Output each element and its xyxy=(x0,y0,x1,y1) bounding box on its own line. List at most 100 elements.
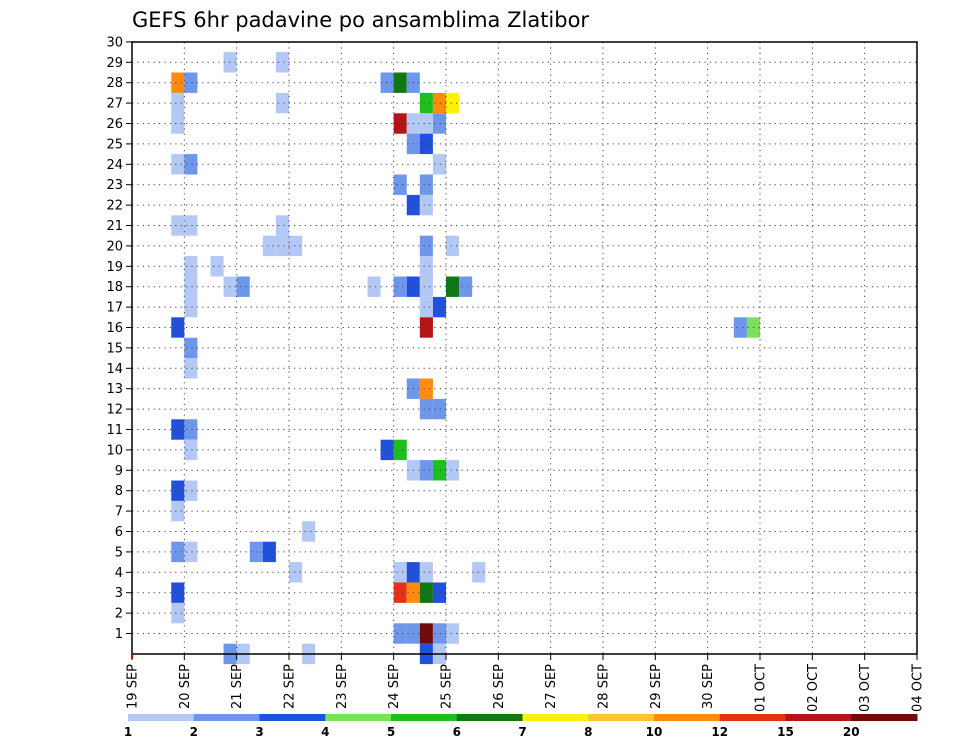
heatmap-cell xyxy=(184,154,198,175)
y-tick-label: 5 xyxy=(115,545,123,560)
heatmap-cell xyxy=(393,623,407,644)
y-axis-ticks: 1234567891011121314151617181920212223242… xyxy=(106,35,132,642)
color-legend: 1 2 3 4 5 6 7 8 10 12 15 20 xyxy=(124,714,918,739)
y-tick-label: 23 xyxy=(106,178,123,193)
heatmap-cell xyxy=(419,133,433,155)
x-tick-label: 04 OCT xyxy=(911,664,926,712)
x-axis-ticks: 19 SEP 20 SEP 21 SEP 22 SEP 23 SEP 24 SEP 25 S… xyxy=(126,654,926,712)
legend-swatch xyxy=(128,714,195,721)
legend-label: 4 xyxy=(321,725,329,739)
x-tick-label: 20 SEP xyxy=(178,664,193,709)
legend-swatch xyxy=(719,714,786,721)
heatmap-cell xyxy=(432,623,446,644)
y-tick-label: 7 xyxy=(115,505,123,520)
heatmap-cell xyxy=(419,92,433,114)
heatmap-cell xyxy=(171,602,185,624)
heatmap-cell xyxy=(171,92,185,114)
y-tick-label: 18 xyxy=(106,280,123,295)
legend-label: 6 xyxy=(453,725,461,739)
heatmap-cell xyxy=(446,276,460,297)
legend-swatch xyxy=(588,714,655,721)
heatmap-cell xyxy=(184,276,198,297)
x-tick-label: 02 OCT xyxy=(806,664,821,712)
legend-swatch xyxy=(391,714,458,721)
heatmap-cell xyxy=(184,215,198,236)
heatmap-cell xyxy=(419,398,433,420)
y-tick-label: 12 xyxy=(106,403,123,418)
legend-label: 8 xyxy=(584,725,592,739)
legend-swatch xyxy=(193,714,260,721)
y-tick-label: 16 xyxy=(106,321,123,336)
heatmap-cell xyxy=(419,460,433,481)
heatmap-cell xyxy=(171,419,185,440)
x-tick-label: 26 SEP xyxy=(492,664,507,709)
x-tick-label: 19 SEP xyxy=(126,664,141,709)
y-tick-label: 30 xyxy=(106,35,123,50)
legend-label: 15 xyxy=(777,725,794,739)
heatmap-cell xyxy=(184,256,198,277)
heatmap-cell xyxy=(419,174,433,195)
heatmap-cell xyxy=(419,317,433,338)
y-tick-label: 19 xyxy=(106,260,123,275)
heatmap-cell xyxy=(419,276,433,297)
heatmap-cell xyxy=(432,460,446,481)
legend-label: 3 xyxy=(255,725,263,739)
y-tick-label: 29 xyxy=(106,56,123,71)
x-tick-label: 29 SEP xyxy=(649,664,664,709)
y-tick-label: 21 xyxy=(106,219,123,234)
heatmap-cell xyxy=(432,582,446,603)
heatmap-cell xyxy=(171,317,185,338)
heatmap-cell xyxy=(432,154,446,175)
heatmap-cell xyxy=(171,582,185,603)
y-tick-label: 2 xyxy=(115,607,123,622)
heatmap-cell xyxy=(289,235,303,257)
legend-swatch xyxy=(654,714,721,721)
heatmap-cell xyxy=(419,194,433,216)
legend-label: 12 xyxy=(711,725,728,739)
legend-label: 7 xyxy=(518,725,526,739)
x-tick-label: 24 SEP xyxy=(387,664,402,709)
heatmap-cell xyxy=(446,92,460,114)
heatmap-cell xyxy=(432,296,446,318)
y-tick-label: 6 xyxy=(115,525,123,540)
heatmap-cell xyxy=(302,521,316,542)
legend-swatch xyxy=(522,714,589,721)
heatmap-cell xyxy=(171,113,185,134)
legend-swatch xyxy=(325,714,392,721)
y-tick-label: 25 xyxy=(106,137,123,152)
legend-swatch xyxy=(259,714,326,721)
y-tick-label: 20 xyxy=(106,239,123,254)
legend-swatch xyxy=(785,714,852,721)
heatmap-cell xyxy=(393,562,407,583)
heatmap-cell xyxy=(289,562,303,583)
heatmap-cell xyxy=(184,541,198,563)
y-tick-label: 1 xyxy=(115,627,123,642)
x-tick-label: 25 SEP xyxy=(440,664,455,709)
heatmap-cell xyxy=(432,92,446,114)
y-tick-label: 24 xyxy=(106,158,123,173)
heatmap-cell xyxy=(184,358,198,379)
x-tick-label: 28 SEP xyxy=(597,664,612,709)
x-tick-label: 22 SEP xyxy=(283,664,298,709)
y-tick-label: 27 xyxy=(106,97,123,112)
heatmap-cell xyxy=(184,480,198,501)
heatmap-cell xyxy=(184,337,198,359)
x-tick-label: 30 SEP xyxy=(701,664,716,709)
heatmap-cell xyxy=(171,154,185,175)
heatmap-cell xyxy=(275,235,289,257)
y-tick-label: 26 xyxy=(106,117,123,132)
legend-label: 20 xyxy=(843,725,860,739)
heatmap-cell xyxy=(393,72,407,93)
heatmap-cell xyxy=(184,439,198,461)
heatmap-cell xyxy=(262,235,276,257)
heatmap-cell xyxy=(432,113,446,134)
heatmap-cell xyxy=(171,215,185,236)
y-tick-label: 15 xyxy=(106,341,123,356)
heatmap-cell xyxy=(275,215,289,236)
heatmap-cell xyxy=(275,92,289,114)
heatmap-cell xyxy=(393,113,407,134)
y-tick-label: 10 xyxy=(106,443,123,458)
heatmap-cell xyxy=(380,439,394,461)
y-tick-label: 14 xyxy=(106,362,123,377)
